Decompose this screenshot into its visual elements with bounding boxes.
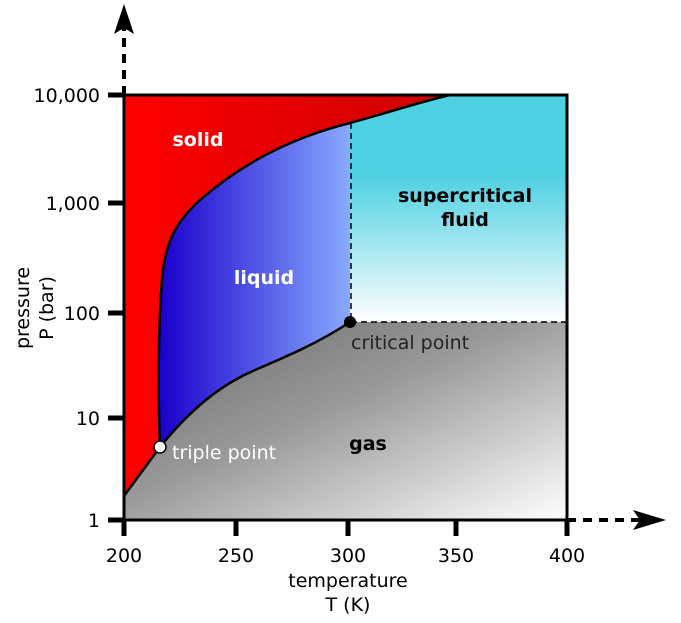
y-axis-title-line2: P (bar) [36,276,58,340]
y-tick-label-1000: 1,000 [46,193,100,215]
critical-point-label: critical point [351,332,469,354]
vaporization-curve [159,320,351,448]
x-tick-label-200: 200 [106,545,142,567]
gas-region [124,322,567,520]
y-axis-arrowhead [114,4,134,34]
gas-label: gas [349,433,387,455]
y-tick-label-10: 10 [76,408,100,430]
x-ticks [121,520,570,536]
y-tick-label-10000: 10,000 [34,85,100,107]
melting-curve [157,93,451,448]
x-tick-label-350: 350 [438,545,474,567]
sublimation-curve [122,446,162,497]
critical-point-marker [344,316,356,328]
x-tick-label-300: 300 [330,545,366,567]
y-ticks [108,92,124,523]
y-axis-title-line1: pressure [12,267,34,349]
supercritical-region [350,95,567,322]
x-axis-arrowhead [633,510,666,530]
triple-point-label: triple point [172,442,276,464]
liquid-region [158,123,350,447]
liquid-label: liquid [234,267,294,289]
y-tick-label-100: 100 [64,303,100,325]
x-axis-title-line1: temperature [288,570,407,592]
supercritical-label-line1: supercritical [398,185,532,207]
x-tick-label-250: 250 [218,545,254,567]
x-axis-title-line2: T (K) [325,594,371,616]
x-tick-label-400: 400 [549,545,585,567]
y-tick-label-1: 1 [88,510,100,532]
solid-label: solid [173,129,224,151]
supercritical-label-line2: fluid [441,209,489,231]
triple-point-marker [153,440,167,454]
